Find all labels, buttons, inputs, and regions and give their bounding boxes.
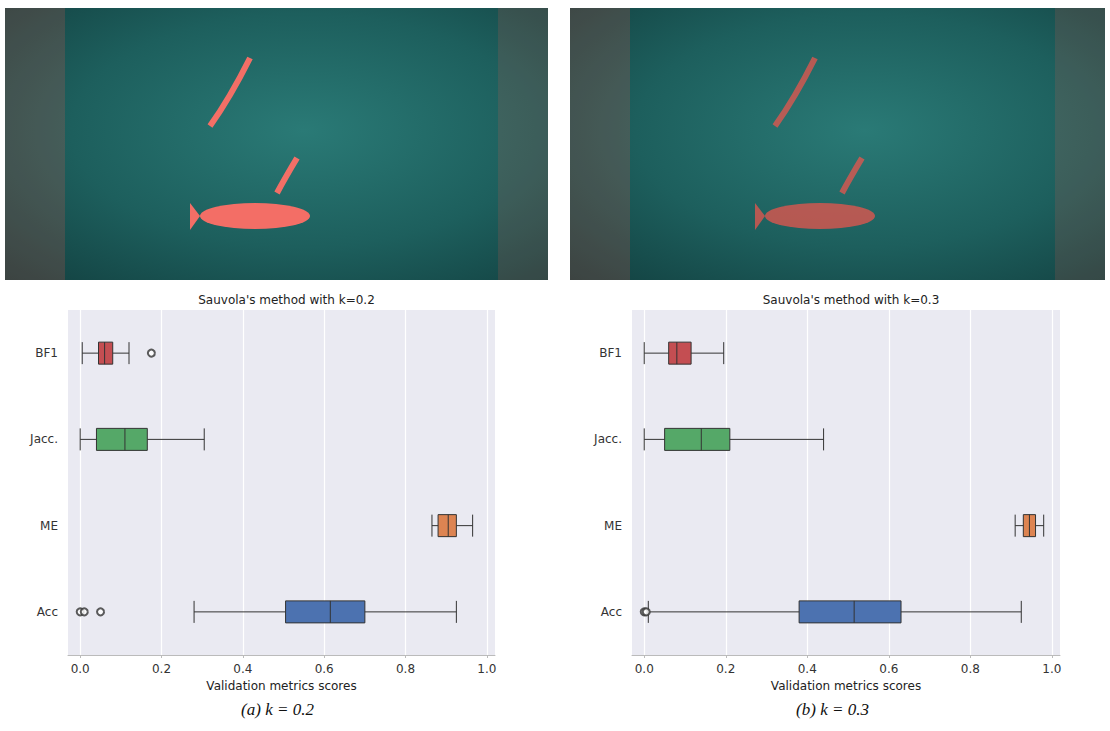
svg-text:1.0: 1.0 [1042, 662, 1061, 676]
svg-text:ME: ME [604, 519, 622, 533]
svg-text:Validation metrics scores: Validation metrics scores [206, 679, 356, 693]
svg-text:0.8: 0.8 [396, 662, 415, 676]
svg-text:Validation metrics scores: Validation metrics scores [771, 679, 921, 693]
html-text:(b) k = 0.3: (b) k = 0.3 [796, 700, 869, 719]
svg-text:Jacc.: Jacc. [29, 432, 58, 446]
svg-text:0.4: 0.4 [798, 662, 817, 676]
svg-text:BF1: BF1 [35, 346, 58, 360]
svg-text:Acc: Acc [37, 605, 58, 619]
svg-text:ME: ME [40, 519, 58, 533]
svg-text:Jacc.: Jacc. [593, 432, 622, 446]
svg-text:0.6: 0.6 [315, 662, 334, 676]
svg-text:0.8: 0.8 [961, 662, 980, 676]
svg-text:1.0: 1.0 [477, 662, 496, 676]
svg-text:Acc: Acc [601, 605, 622, 619]
html-text:(a) k = 0.2: (a) k = 0.2 [241, 700, 314, 719]
svg-text:0.0: 0.0 [635, 662, 654, 676]
svg-text:Sauvola's method with k=0.2: Sauvola's method with k=0.2 [198, 293, 375, 307]
svg-text:0.2: 0.2 [716, 662, 735, 676]
svg-text:0.4: 0.4 [233, 662, 252, 676]
svg-text:Sauvola's method with k=0.3: Sauvola's method with k=0.3 [763, 293, 940, 307]
svg-text:0.6: 0.6 [879, 662, 898, 676]
svg-text:0.2: 0.2 [152, 662, 171, 676]
svg-text:BF1: BF1 [599, 346, 622, 360]
svg-text:0.0: 0.0 [71, 662, 90, 676]
